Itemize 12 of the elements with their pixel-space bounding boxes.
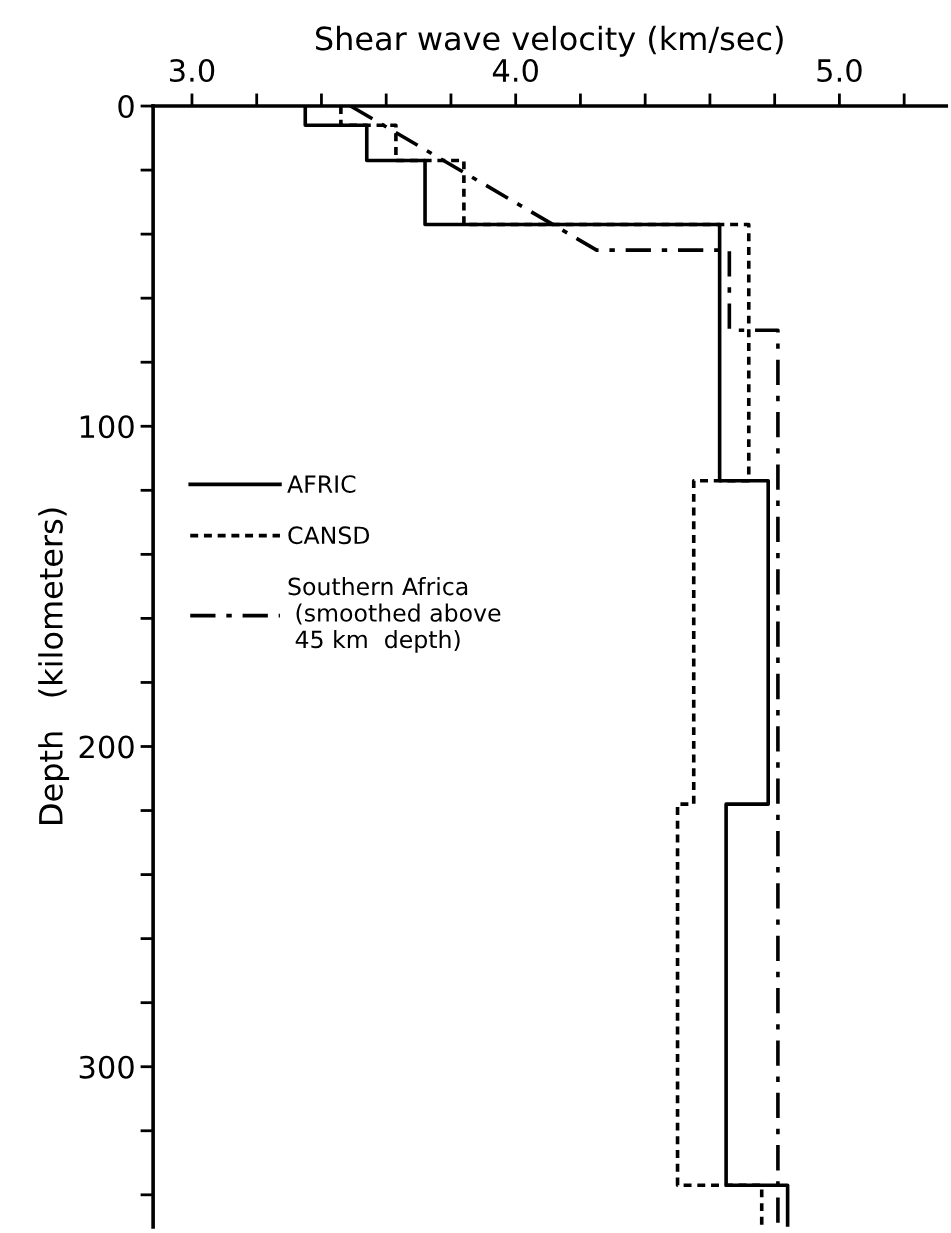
legend-label: CANSD [288, 526, 370, 545]
legend-label: Southern Africa (smoothed above 45 km depth) [288, 577, 501, 653]
x-tick-label: 4.0 [492, 58, 538, 83]
legend-label: AFRIC [287, 475, 356, 494]
x-tick-label: 3.0 [169, 58, 215, 83]
y-tick-label: 300 [79, 1055, 134, 1079]
x-axis-title: Shear wave velocity (km/sec) [315, 25, 783, 57]
y-tick-label: 100 [80, 415, 134, 439]
x-tick-label: 5.0 [817, 58, 862, 83]
y-axis-title: Depth (kilometers) [38, 508, 70, 824]
y-tick-label: 200 [79, 735, 134, 759]
y-tick-label: 0 [118, 94, 134, 119]
